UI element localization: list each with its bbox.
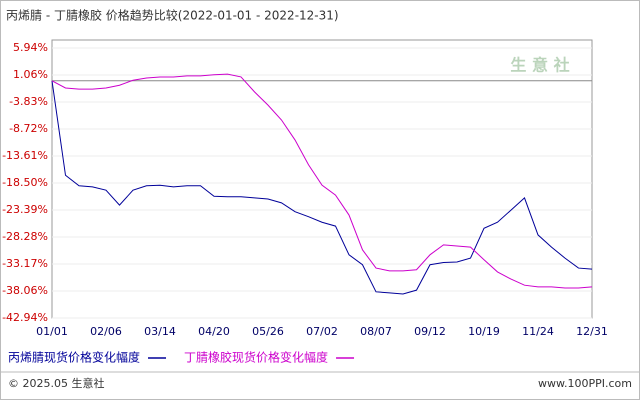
x-tick-label: 03/14	[144, 325, 176, 338]
y-tick-label: -42.94%	[2, 311, 48, 324]
x-tick-label: 01/01	[36, 325, 68, 338]
series-line	[51, 80, 593, 295]
footer-copyright: © 2025.05 生意社	[8, 376, 104, 390]
x-tick-label: 02/06	[90, 325, 122, 338]
x-tick-label: 12/31	[576, 325, 608, 338]
x-tick-label: 11/24	[522, 325, 554, 338]
y-tick-label: -8.72%	[9, 122, 48, 135]
y-tick-label: -28.28%	[2, 230, 48, 243]
footer-site: www.100PPI.com	[538, 377, 632, 390]
x-tick-label: 10/19	[468, 325, 500, 338]
x-tick-label: 05/26	[252, 325, 284, 338]
x-tick-label: 07/02	[306, 325, 338, 338]
legend-label: 丁腈橡胶现货价格变化幅度	[184, 350, 328, 365]
y-tick-label: 5.94%	[13, 41, 48, 54]
chart-title: 丙烯腈 - 丁腈橡胶 价格趋势比较(2022-01-01 - 2022-12-3…	[6, 8, 339, 23]
y-tick-label: 1.06%	[13, 68, 48, 81]
y-tick-label: -3.83%	[9, 95, 48, 108]
y-tick-label: -33.17%	[2, 257, 48, 270]
watermark: 生 意 社	[510, 56, 569, 75]
x-tick-label: 09/12	[414, 325, 446, 338]
y-tick-label: -13.61%	[2, 149, 48, 162]
legend-label: 丙烯腈现货价格变化幅度	[8, 350, 140, 365]
y-tick-label: -38.06%	[2, 284, 48, 297]
x-tick-label: 08/07	[360, 325, 392, 338]
x-tick-label: 04/20	[198, 325, 230, 338]
y-tick-label: -23.39%	[2, 203, 48, 216]
y-tick-label: -18.50%	[2, 176, 48, 189]
series-line	[51, 73, 593, 289]
plot-area	[51, 39, 593, 319]
